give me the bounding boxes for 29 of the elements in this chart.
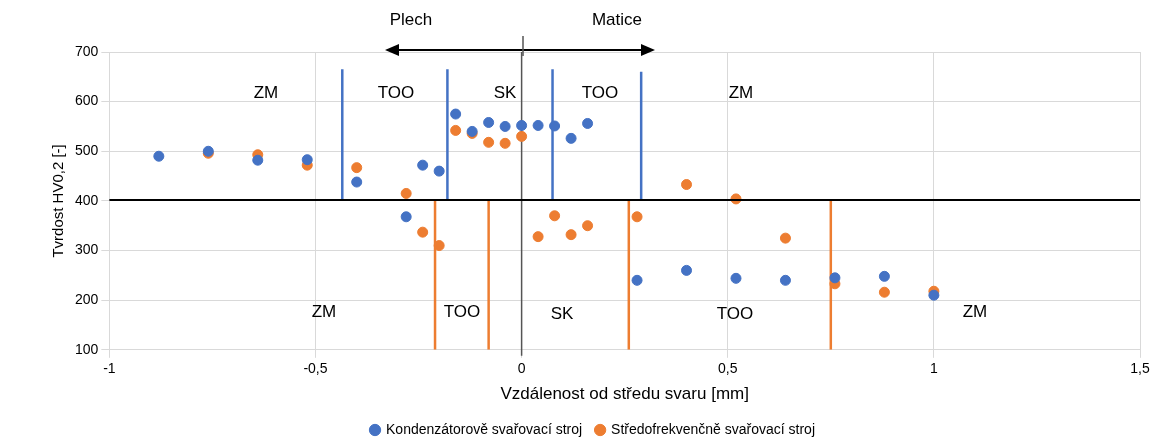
annotation: TOO (443, 301, 481, 323)
annotation: TOO (377, 82, 415, 104)
legend-label: Středofrekvenčně svařovací stroj (611, 420, 815, 437)
x-axis-title: Vzdálenost od středu svaru [mm] (500, 384, 749, 404)
y-axis-title: Tvrdost HV0,2 [-] (49, 144, 67, 258)
annotation: ZM (962, 301, 988, 323)
y-tick-label: 600 (75, 92, 99, 109)
annotation: ZM (311, 301, 337, 323)
annotation: TOO (581, 82, 619, 104)
x-tick-label: 0 (517, 360, 526, 377)
x-tick-label: -0,5 (303, 360, 328, 377)
x-tick-label: -1 (103, 360, 116, 377)
annotation: ZM (253, 82, 279, 104)
y-tick-label: 200 (75, 291, 99, 308)
y-tick-label: 500 (75, 142, 99, 159)
annotation: SK (550, 303, 574, 325)
annotation: TOO (716, 303, 754, 325)
text: Plech (389, 9, 433, 31)
annotation: SK (493, 82, 517, 104)
x-tick-label: 1,5 (1130, 360, 1150, 377)
text: Matice (591, 9, 643, 31)
y-tick-label: 700 (75, 42, 99, 59)
legend-label: Kondenzátorově svařovací stroj (386, 420, 583, 437)
y-tick-label: 400 (75, 191, 99, 208)
y-tick-label: 300 (75, 241, 99, 258)
x-tick-label: 0,5 (718, 360, 738, 377)
x-tick-label: 1 (929, 360, 938, 377)
annotation: ZM (728, 82, 754, 104)
y-tick-label: 100 (75, 340, 99, 357)
